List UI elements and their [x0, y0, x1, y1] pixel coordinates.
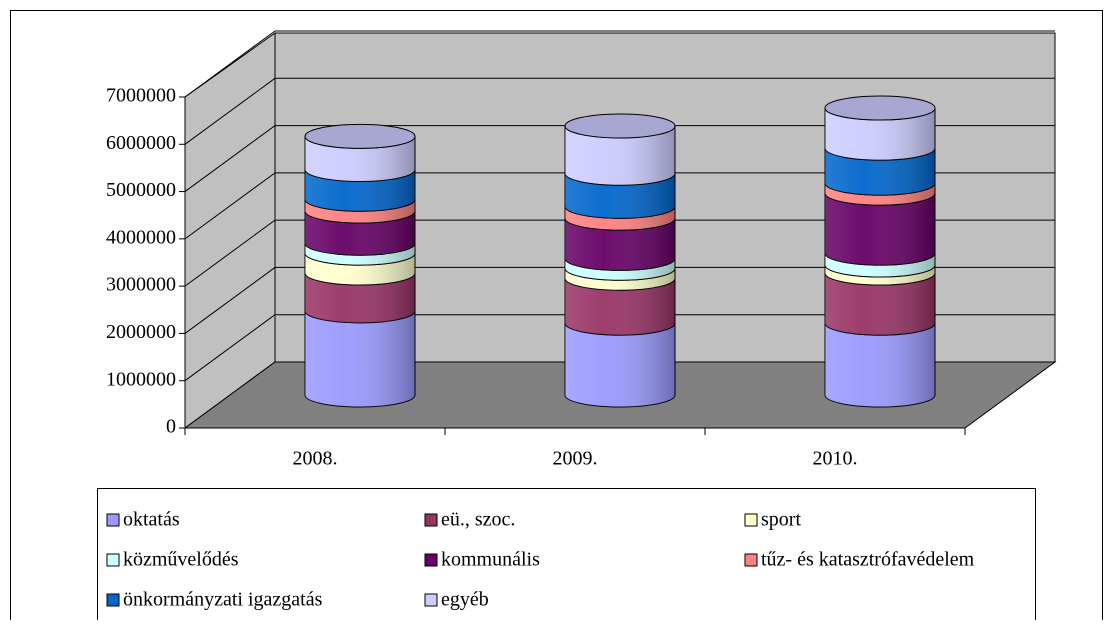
legend-swatch	[424, 593, 438, 607]
legend-label: önkormányzati igazgatás	[123, 589, 323, 611]
legend-swatch	[744, 553, 758, 567]
x-tick-label: 2009.	[553, 448, 598, 470]
segment-shade	[305, 310, 415, 407]
legend	[97, 488, 1036, 625]
segment-shade	[565, 323, 675, 407]
y-tick-label: 6000000	[106, 132, 176, 154]
legend-label: közművelődés	[123, 549, 239, 571]
legend-swatch	[106, 553, 120, 567]
segment-shade	[305, 136, 415, 182]
segment-shade	[825, 193, 935, 266]
legend-label: sport	[761, 509, 801, 531]
legend-label: oktatás	[123, 509, 180, 531]
grid-line	[184, 125, 276, 192]
cylinder-top	[564, 113, 676, 139]
segment-shade	[305, 273, 415, 323]
segment-shade	[565, 173, 675, 219]
grid-line	[184, 30, 276, 98]
legend-swatch	[106, 513, 120, 527]
segment-shade	[825, 253, 935, 277]
legend-label: tűz- és katasztrófavédelem	[761, 549, 975, 571]
segment-shade	[565, 268, 675, 291]
segment-shade	[825, 183, 935, 206]
x-tick-label: 2010.	[813, 448, 858, 470]
segment-shade	[825, 148, 935, 196]
cylinder-top-shade	[565, 113, 675, 138]
segment-shade	[565, 218, 675, 271]
segment-shade	[825, 323, 935, 407]
segment-shade	[305, 243, 415, 266]
segment-shade	[305, 199, 415, 224]
cylinder-top	[824, 95, 936, 121]
y-tick-label: 0	[166, 416, 176, 438]
x-tick-label: 2008.	[293, 448, 338, 470]
legend-swatch	[744, 513, 758, 527]
y-tick-label: 3000000	[106, 274, 176, 296]
legend-label: egyéb	[441, 589, 489, 611]
grid-line	[184, 314, 276, 382]
legend-swatch	[106, 593, 120, 607]
legend-swatch	[424, 513, 438, 527]
segment-shade	[825, 264, 935, 286]
legend-label: eü., szoc.	[441, 509, 515, 531]
segment-shade	[565, 258, 675, 281]
segment-shade	[825, 107, 935, 161]
grid-line	[184, 219, 276, 287]
y-tick-label: 4000000	[106, 226, 176, 248]
cylinder-top-shade	[305, 124, 415, 149]
y-tick-label: 5000000	[106, 179, 176, 201]
segment-shade	[565, 206, 675, 231]
cylinder-top	[304, 123, 416, 149]
segment-shade	[305, 253, 415, 286]
grid-line	[184, 77, 276, 145]
y-tick-label: 2000000	[106, 321, 176, 343]
y-tick-label: 7000000	[106, 85, 176, 107]
legend-label: kommunális	[441, 549, 540, 571]
segment-shade	[825, 273, 935, 336]
legend-swatch	[424, 553, 438, 567]
cylinder-top-shade	[825, 95, 935, 120]
grid-line	[184, 267, 276, 334]
segment-shade	[565, 125, 675, 186]
grid-line	[184, 172, 276, 240]
segment-shade	[565, 278, 675, 336]
segment-shade	[305, 211, 415, 256]
y-tick-label: 1000000	[106, 368, 176, 390]
